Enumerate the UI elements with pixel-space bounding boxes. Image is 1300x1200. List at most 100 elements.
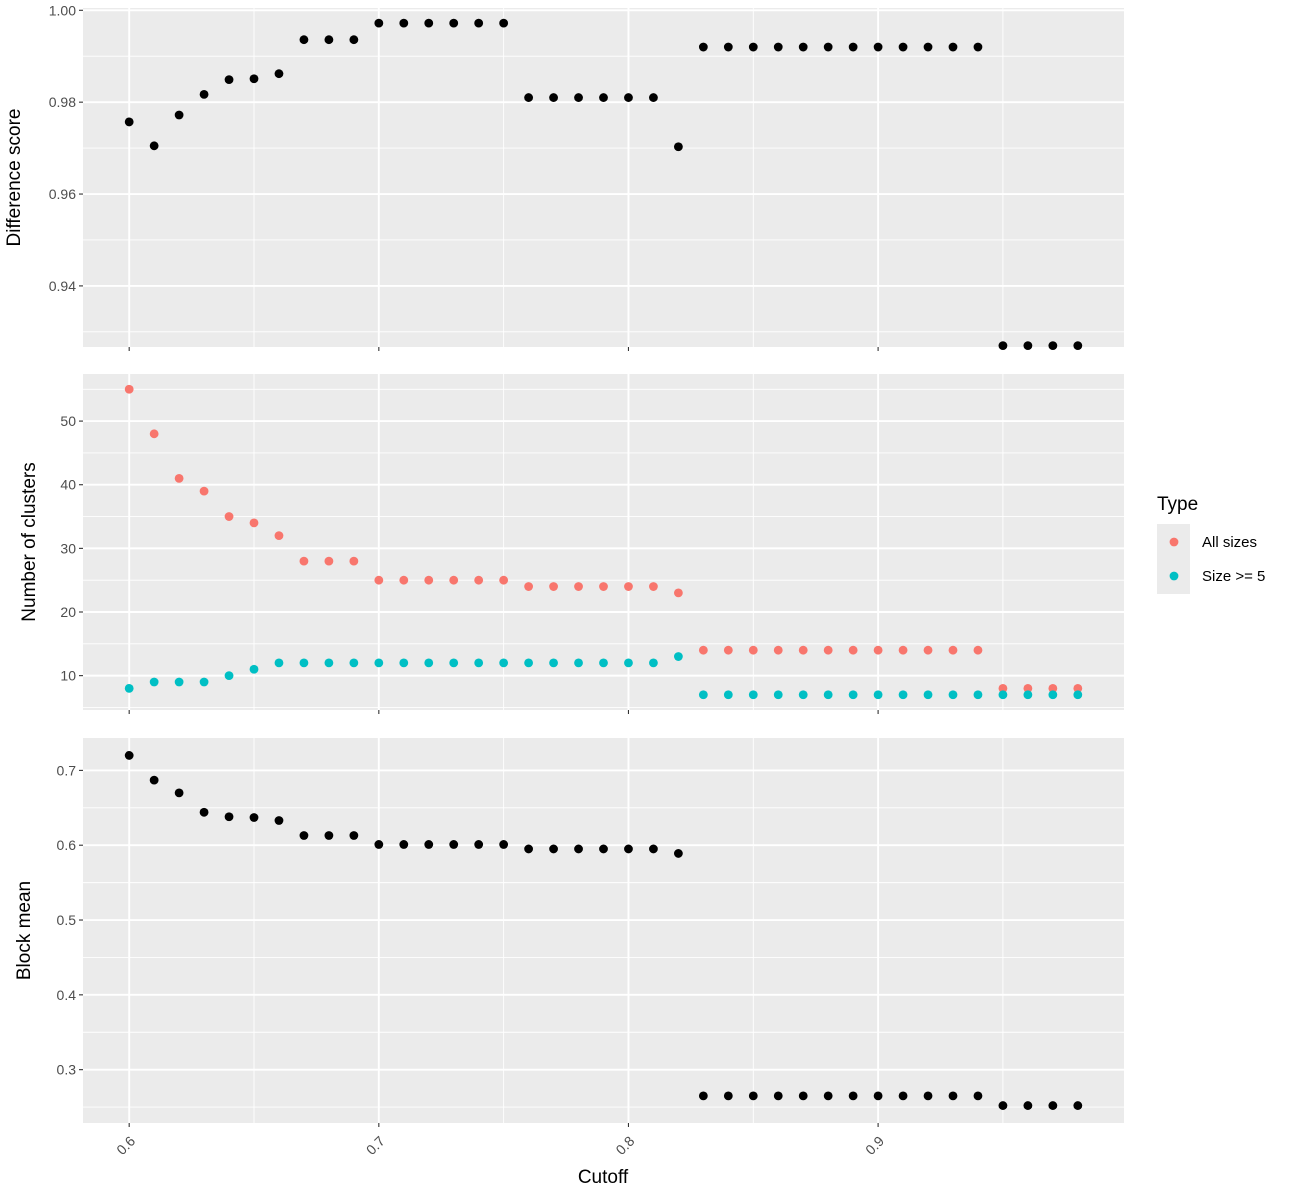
data-point (823, 42, 833, 52)
data-point (649, 658, 658, 668)
data-point (973, 42, 983, 52)
series-1 (124, 384, 1083, 693)
data-point (1048, 341, 1058, 351)
data-point (299, 35, 309, 45)
data-point (249, 518, 259, 528)
x-tick-label: 0.7 (363, 1133, 388, 1158)
panel-1: 0.94 0.96 0.98 1.00 Difference score (4, 2, 1124, 351)
data-point (449, 18, 459, 28)
legend-key-1 (1169, 537, 1179, 547)
data-point (224, 671, 234, 681)
data-point (574, 93, 583, 102)
data-point (499, 840, 509, 849)
data-point (1023, 341, 1033, 351)
data-point (399, 575, 409, 585)
panel-3: 0.3 0.4 0.5 0.6 0.7 Block mean (14, 738, 1124, 1127)
data-point (549, 93, 558, 102)
data-point (673, 849, 683, 858)
data-point (274, 69, 284, 79)
y-tick-label: 0.98 (49, 94, 76, 110)
data-point (873, 645, 883, 655)
data-point (199, 89, 209, 99)
panel-background (83, 738, 1124, 1123)
data-point (624, 93, 633, 102)
data-point (773, 42, 783, 52)
y-axis-title: Difference score (4, 109, 25, 247)
data-point (124, 384, 134, 394)
data-point (723, 42, 733, 52)
data-point (149, 775, 159, 785)
data-point (673, 652, 683, 661)
data-point (1073, 341, 1083, 351)
data-point (174, 788, 184, 798)
data-point (873, 1091, 883, 1101)
data-point (748, 42, 758, 52)
data-point (798, 645, 808, 655)
y-tick-label: 0.3 (57, 1062, 77, 1078)
data-point (449, 658, 459, 668)
data-point (723, 645, 733, 655)
legend-label-1: All sizes (1202, 534, 1257, 551)
x-axis-title: Cutoff (578, 1167, 629, 1188)
data-point (624, 658, 633, 668)
data-point (224, 812, 234, 822)
data-point (698, 1091, 708, 1101)
data-point (449, 840, 459, 849)
data-point (1023, 690, 1033, 700)
data-point (998, 690, 1008, 700)
data-point (224, 512, 234, 521)
data-point (698, 645, 708, 655)
data-point (449, 575, 459, 585)
data-point (324, 35, 334, 45)
data-point (349, 658, 359, 668)
data-point (1048, 683, 1058, 693)
legend-key-background (1157, 524, 1190, 594)
data-point (524, 582, 534, 591)
series-1 (124, 18, 1083, 351)
data-point (349, 35, 359, 45)
data-point (499, 658, 509, 668)
data-point (399, 658, 409, 668)
data-point (174, 473, 184, 483)
data-point (399, 840, 409, 849)
data-point (324, 658, 334, 668)
data-point (773, 645, 783, 655)
data-point (424, 18, 434, 28)
data-point (948, 645, 958, 655)
data-point (948, 690, 958, 700)
data-point (524, 844, 534, 854)
panel-2: 10 20 30 40 50 Number of clusters (19, 374, 1124, 714)
data-point (374, 18, 384, 28)
data-point (474, 575, 484, 585)
data-point (848, 645, 858, 655)
data-point (898, 645, 908, 655)
data-point (524, 93, 534, 102)
data-point (574, 582, 583, 591)
data-point (873, 690, 883, 700)
data-point (798, 1091, 808, 1101)
data-point (923, 42, 933, 52)
data-point (374, 840, 384, 849)
data-point (299, 831, 309, 840)
data-point (349, 556, 359, 566)
data-point (649, 582, 658, 591)
y-tick-label: 0.96 (49, 186, 76, 202)
data-point (873, 42, 883, 52)
data-point (474, 840, 484, 849)
data-point (174, 677, 184, 687)
data-point (649, 93, 658, 102)
data-point (973, 690, 983, 700)
data-point (998, 683, 1008, 693)
y-tick-label: 0.7 (57, 762, 77, 778)
data-point (299, 556, 309, 566)
y-axis-title: Number of clusters (19, 462, 40, 621)
data-point (1023, 1101, 1033, 1110)
x-tick-label: 0.8 (612, 1133, 637, 1158)
x-tick-label: 0.9 (862, 1133, 887, 1158)
legend-key-2 (1169, 571, 1179, 581)
data-point (374, 575, 384, 585)
data-point (1048, 690, 1058, 700)
data-point (474, 18, 484, 28)
data-point (649, 844, 658, 854)
data-point (249, 74, 259, 84)
